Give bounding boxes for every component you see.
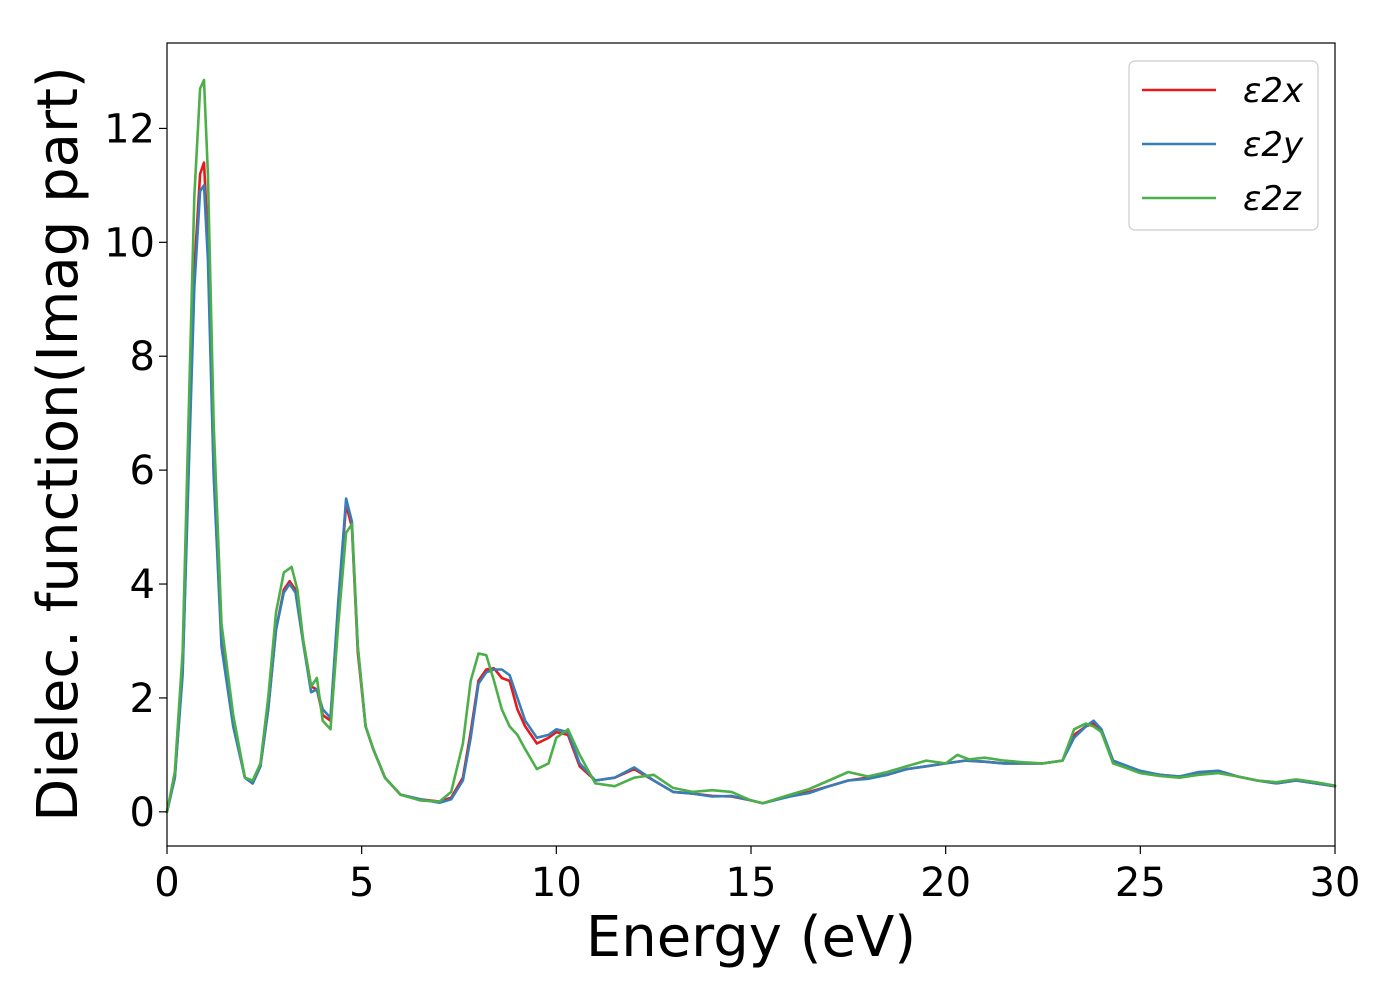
y-axis-ticks: 0 2 4 6 8 10 12 (104, 106, 167, 836)
series-layer (165, 78, 1337, 814)
x-tick-label: 5 (349, 860, 374, 906)
y-tick-label: 2 (130, 676, 155, 722)
y-tick-label: 6 (130, 448, 155, 494)
legend-entries: ε2x ε2y ε2z (1142, 71, 1304, 219)
y-tick-label: 10 (104, 220, 155, 266)
series-line-2 (165, 184, 1337, 814)
legend-label: ε2z (1243, 179, 1302, 219)
x-axis-label: Energy (eV) (586, 905, 916, 970)
x-tick-label: 0 (154, 860, 179, 906)
x-tick-label: 30 (1310, 860, 1361, 906)
y-tick-label: 12 (104, 106, 155, 152)
y-tick-label: 8 (130, 334, 155, 380)
legend: ε2x ε2y ε2z (1128, 60, 1319, 231)
y-tick-label: 4 (130, 562, 155, 608)
x-tick-label: 10 (531, 860, 582, 906)
x-tick-label: 25 (1115, 860, 1166, 906)
x-tick-label: 20 (920, 860, 971, 906)
x-tick-label: 15 (726, 860, 777, 906)
y-tick-label: 0 (130, 790, 155, 836)
x-axis-ticks: 0 5 10 15 20 25 30 (154, 846, 1360, 906)
y-axis-label: Dielec. function(Imag part) (26, 66, 91, 822)
legend-box (1128, 60, 1319, 231)
legend-label: ε2y (1243, 125, 1304, 165)
legend-label: ε2x (1243, 71, 1304, 111)
series-line-3 (165, 78, 1337, 814)
